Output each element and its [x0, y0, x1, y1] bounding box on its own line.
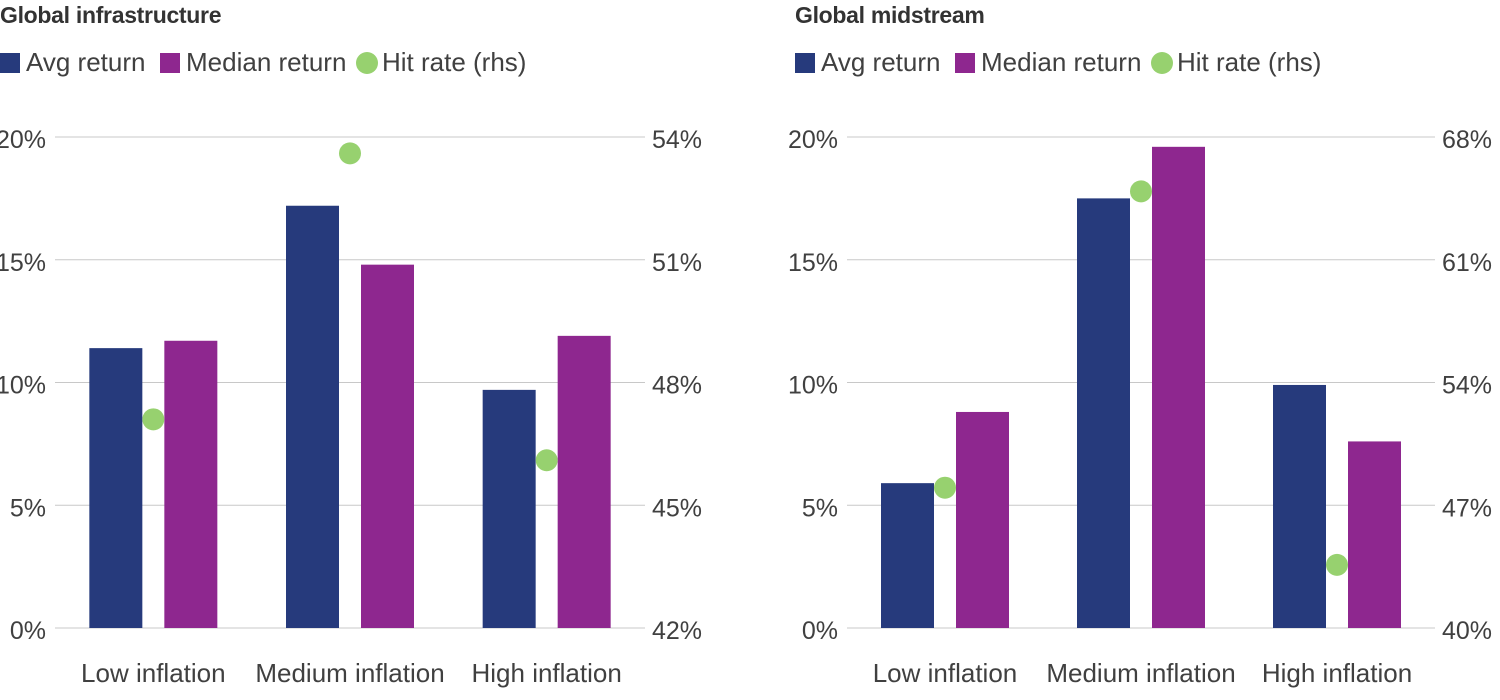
bar-avg-return	[482, 389, 536, 628]
y-tick-label-left: 10%	[788, 372, 838, 400]
y-tick-label-right: 47%	[1442, 494, 1492, 522]
y-tick-label-left: 15%	[0, 249, 46, 277]
point-hit-rate	[1130, 180, 1152, 203]
y-tick-label-right: 40%	[1442, 617, 1492, 645]
chart-title: Global infrastructure	[0, 2, 222, 28]
point-hit-rate	[1326, 553, 1348, 576]
y-tick-label-left: 5%	[10, 494, 46, 522]
point-hit-rate	[142, 408, 165, 431]
y-tick-label-left: 5%	[802, 494, 838, 522]
y-tick-label-left: 20%	[788, 126, 838, 154]
bar-median-return	[956, 411, 1009, 628]
y-tick-label-right: 61%	[1442, 249, 1492, 277]
y-tick-label-right: 68%	[1442, 126, 1492, 154]
legend-label: Hit rate (rhs)	[382, 47, 527, 77]
x-tick-label: High inflation	[472, 658, 622, 688]
legend-swatch-avg-return	[0, 53, 20, 73]
chart-panel-infrastructure: Global infrastructure Avg return Median …	[0, 2, 702, 688]
y-tick-label-left: 15%	[788, 249, 838, 277]
bar-avg-return	[1077, 198, 1130, 628]
y-tick-label-right: 54%	[1442, 372, 1492, 400]
y-tick-label-right: 45%	[652, 494, 702, 522]
legend-label: Avg return	[26, 47, 146, 77]
point-hit-rate	[535, 449, 558, 472]
y-tick-label-right: 54%	[652, 126, 702, 154]
legend-label: Median return	[981, 47, 1142, 77]
y-tick-label-left: 20%	[0, 126, 46, 154]
chart-plot-midstream: 0% 5% 10% 15% 20% 40% 47% 54% 61% 68% Low inflatio…	[788, 126, 1492, 688]
bar-median-return	[1152, 146, 1205, 628]
y-tick-label-right: 51%	[652, 249, 702, 277]
y-tick-label-left: 0%	[802, 617, 838, 645]
bar-median-return	[164, 340, 218, 628]
bar-avg-return	[881, 483, 934, 628]
bar-median-return	[361, 264, 414, 628]
bar-avg-return	[286, 205, 339, 629]
legend-label: Median return	[186, 47, 347, 77]
chart-title: Global midstream	[795, 2, 985, 28]
y-tick-label-left: 10%	[0, 372, 46, 400]
y-tick-label-right: 42%	[652, 617, 702, 645]
bar-avg-return	[1273, 384, 1326, 628]
bar-median-return	[557, 335, 611, 628]
legend-label: Hit rate (rhs)	[1177, 47, 1322, 77]
bar-median-return	[1348, 441, 1401, 628]
x-tick-label: Medium inflation	[255, 658, 444, 688]
legend-swatch-median-return	[955, 53, 975, 73]
chart-panel-midstream: Global midstream Avg return Median retur…	[750, 0, 1500, 700]
legend-swatch-median-return	[160, 53, 180, 73]
x-tick-label: Low inflation	[873, 658, 1018, 688]
legend-swatch-hit-rate	[356, 52, 378, 74]
y-tick-label-left: 0%	[10, 617, 46, 645]
x-tick-label: Low inflation	[81, 658, 226, 688]
x-tick-label: High inflation	[1262, 658, 1412, 688]
x-tick-label: Medium inflation	[1046, 658, 1235, 688]
bar-avg-return	[89, 348, 143, 628]
y-tick-label-right: 48%	[652, 372, 702, 400]
point-hit-rate	[339, 142, 361, 165]
legend-swatch-avg-return	[795, 53, 815, 73]
legend-label: Avg return	[821, 47, 941, 77]
point-hit-rate	[934, 476, 956, 499]
legend-swatch-hit-rate	[1151, 52, 1173, 74]
chart-plot-infrastructure: 0% 5% 10% 15% 20% 42% 45% 48% 51% 54% Low inflatio…	[0, 126, 702, 688]
